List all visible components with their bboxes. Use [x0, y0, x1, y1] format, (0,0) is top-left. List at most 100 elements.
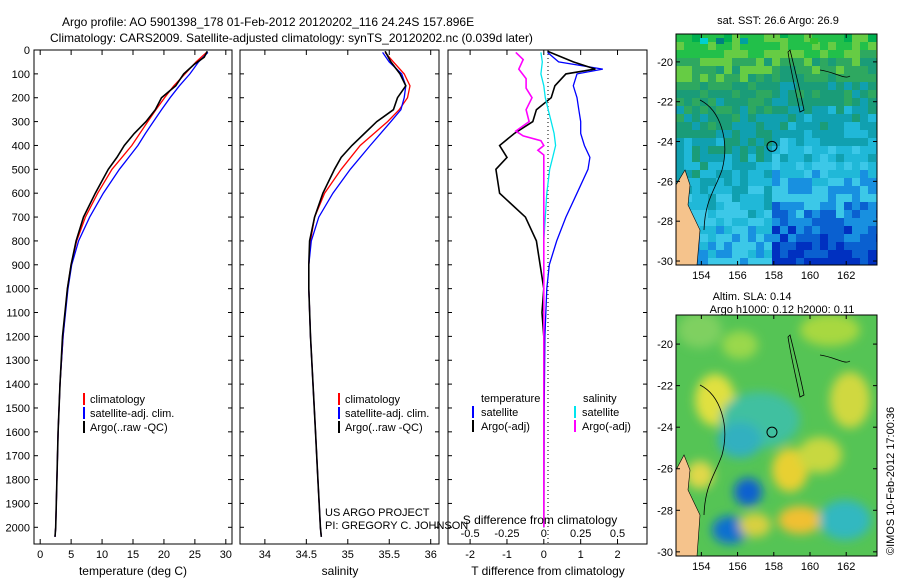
- sst-cell: [708, 202, 716, 210]
- sst-cell: [828, 194, 836, 202]
- sst-cell: [740, 162, 748, 170]
- sst-cell: [844, 82, 852, 90]
- sst-cell: [692, 42, 700, 50]
- depth-tick-label: 600: [12, 188, 30, 200]
- x-tick-label: -2: [465, 549, 475, 561]
- sst-cell: [860, 34, 868, 42]
- sst-cell: [820, 42, 828, 50]
- sst-cell: [748, 178, 756, 186]
- sst-cell: [852, 258, 860, 265]
- sst-cell: [852, 50, 860, 58]
- salinity-xlabel: salinity: [322, 564, 359, 578]
- sla-map-ticks: 154 156 158 160 162 -20 -22 -24 -26 -28 -30: [657, 315, 877, 573]
- sst-cell: [740, 218, 748, 226]
- sst-cell: [756, 194, 764, 202]
- sst-cell: [868, 154, 876, 162]
- sst-cell: [780, 106, 788, 114]
- sst-cell: [684, 74, 692, 82]
- legend-climatology: climatology: [90, 394, 146, 406]
- sst-cell: [804, 122, 812, 130]
- sst-cell: [796, 90, 804, 98]
- sst-cell: [788, 122, 796, 130]
- sst-cell: [732, 186, 740, 194]
- sst-cell: [844, 170, 852, 178]
- sst-cell: [756, 186, 764, 194]
- sst-cell: [844, 210, 852, 218]
- sst-cell: [772, 234, 780, 242]
- sst-cell: [812, 98, 820, 106]
- x-tick-label: 35.5: [379, 549, 400, 561]
- sst-cell: [788, 90, 796, 98]
- sst-cell: [772, 74, 780, 82]
- sst-cell: [772, 50, 780, 58]
- sst-cell: [852, 138, 860, 146]
- sst-cell: [708, 122, 716, 130]
- sst-cell: [748, 114, 756, 122]
- sst-cell: [868, 162, 876, 170]
- sla-anomaly: [739, 513, 771, 537]
- sst-cell: [692, 186, 700, 194]
- sst-cell: [732, 258, 740, 265]
- sst-cell: [708, 98, 716, 106]
- sst-cell: [812, 186, 820, 194]
- sst-cell: [860, 250, 868, 258]
- depth-tick-labels: 0 100 200 300 400 500 600 700 800 900 1000 1100 1200…: [6, 45, 30, 534]
- sst-cell: [780, 242, 788, 250]
- lat-tick-label: -26: [657, 464, 673, 476]
- sst-cell: [836, 82, 844, 90]
- sst-cell: [868, 226, 876, 234]
- lon-tick-label: 154: [692, 561, 710, 573]
- sst-heatmap: [676, 34, 877, 265]
- sst-cell: [804, 242, 812, 250]
- sst-cell: [780, 210, 788, 218]
- sst-cell: [796, 170, 804, 178]
- sst-map-ticks: 154 156 158 160 162 -20 -22 -24 -26 -28 -30: [657, 34, 877, 282]
- sst-cell: [796, 66, 804, 74]
- sst-cell: [796, 250, 804, 258]
- sst-cell: [772, 122, 780, 130]
- sst-cell: [812, 250, 820, 258]
- sst-cell: [812, 154, 820, 162]
- depth-tick-label: 100: [12, 69, 30, 81]
- sst-cell: [716, 58, 724, 66]
- sst-cell: [708, 90, 716, 98]
- sst-cell: [852, 114, 860, 122]
- reef-contour: [787, 49, 805, 113]
- sst-cell: [764, 58, 772, 66]
- sst-cell: [700, 90, 708, 98]
- series-line-1: [54, 51, 209, 537]
- sst-cell: [868, 138, 876, 146]
- sla-map-subtitle: Argo h1000: 0.12 h2000: 0.11: [710, 304, 855, 316]
- sst-cell: [852, 106, 860, 114]
- sst-cell: [836, 114, 844, 122]
- sst-cell: [724, 226, 732, 234]
- sst-cell: [756, 226, 764, 234]
- lat-tick-label: -24: [657, 137, 673, 149]
- sst-cell: [796, 42, 804, 50]
- sst-cell: [692, 34, 700, 42]
- sst-cell: [812, 202, 820, 210]
- sst-cell: [820, 194, 828, 202]
- sst-cell: [796, 138, 804, 146]
- salinity-axes: [239, 49, 440, 545]
- sst-cell: [820, 146, 828, 154]
- sst-cell: [716, 42, 724, 50]
- x-tick-label: 2: [614, 549, 620, 561]
- sst-cell: [828, 226, 836, 234]
- sst-cell: [860, 170, 868, 178]
- sst-cell: [740, 38, 748, 44]
- sst-cell: [868, 90, 876, 98]
- sst-cell: [836, 146, 844, 154]
- sst-cell: [756, 50, 764, 58]
- sst-cell: [860, 162, 868, 170]
- sst-cell: [756, 82, 764, 90]
- sst-cell: [732, 90, 740, 98]
- depth-tick-label: 800: [12, 236, 30, 248]
- sst-cell: [748, 82, 756, 90]
- sst-cell: [852, 34, 860, 42]
- sst-cell: [676, 114, 684, 122]
- sst-cell: [868, 258, 876, 265]
- sst-cell: [780, 90, 788, 98]
- sst-cell: [684, 82, 692, 90]
- sst-cell: [844, 146, 852, 154]
